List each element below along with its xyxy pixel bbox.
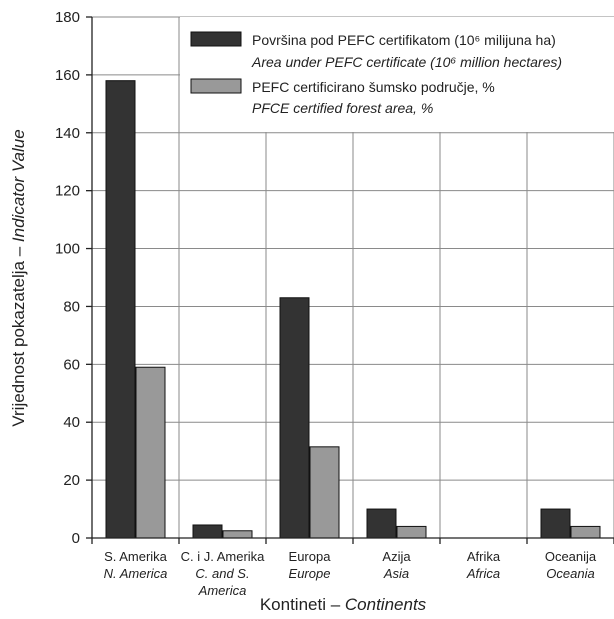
y-tick-label: 60 — [63, 356, 80, 373]
y-tick-labels: 0 20 40 60 80 100 120 140 160 180 — [55, 9, 80, 547]
y-tick-label: 140 — [55, 125, 80, 142]
x-category-label-en: Asia — [383, 566, 409, 581]
x-category-label-hr: Azija — [382, 549, 411, 564]
legend-box — [180, 17, 614, 132]
x-category-label-en: Oceania — [546, 566, 594, 581]
x-category-label-en: C. and S. — [195, 566, 249, 581]
y-axis-title: Vrijednost pokazatelja – Indicator Value — [9, 129, 28, 426]
x-category-labels: S. Amerika N. America C. i J. Amerika C. an… — [104, 549, 597, 598]
x-category-label-en: N. America — [104, 566, 168, 581]
legend-swatch-percent — [190, 78, 242, 94]
legend-swatch-area — [190, 31, 242, 47]
legend-label-percent-hr: PEFC certificirano šumsko područje, % — [252, 79, 495, 95]
bar-area-5 — [540, 508, 571, 539]
x-category-label-hr: Oceanija — [545, 549, 597, 564]
y-tick-label: 160 — [55, 67, 80, 84]
bar-area-2 — [279, 297, 310, 539]
bar-percent-0 — [135, 366, 166, 539]
x-category-label-hr: S. Amerika — [104, 549, 168, 564]
bar-percent-3 — [396, 525, 427, 539]
y-tick-label: 120 — [55, 183, 80, 200]
x-category-label-hr: Europa — [289, 549, 332, 564]
bar-area-1 — [192, 524, 223, 539]
bar-percent-2 — [309, 446, 340, 539]
bars — [105, 80, 601, 539]
legend-label-area-en: Area under PEFC certificate (10⁶ million… — [251, 54, 562, 70]
bar-percent-5 — [570, 525, 601, 539]
y-tick-label: 100 — [55, 241, 80, 258]
y-tick-label: 20 — [63, 472, 80, 489]
y-tick-label: 80 — [63, 298, 80, 315]
x-axis-title: Kontineti – Continents — [260, 595, 427, 614]
x-category-label-hr: C. i J. Amerika — [181, 549, 266, 564]
x-category-label-hr: Afrika — [467, 549, 501, 564]
x-category-label-en: Europe — [289, 566, 331, 581]
axes — [86, 16, 614, 544]
x-category-label-en: America — [198, 583, 247, 598]
gridlines — [92, 16, 614, 538]
bar-percent-1 — [222, 530, 253, 539]
legend: Površina pod PEFC certifikatom (10⁶ mili… — [180, 17, 614, 132]
legend-label-percent-en: PFCE certified forest area, % — [252, 100, 433, 116]
legend-label-area-hr: Površina pod PEFC certifikatom (10⁶ mili… — [252, 32, 556, 48]
y-tick-label: 40 — [63, 414, 80, 431]
y-tick-label: 0 — [72, 530, 80, 547]
bar-area-0 — [105, 80, 136, 539]
y-tick-label: 180 — [55, 9, 80, 26]
x-category-label-en: Africa — [466, 566, 500, 581]
bar-area-3 — [366, 508, 397, 539]
